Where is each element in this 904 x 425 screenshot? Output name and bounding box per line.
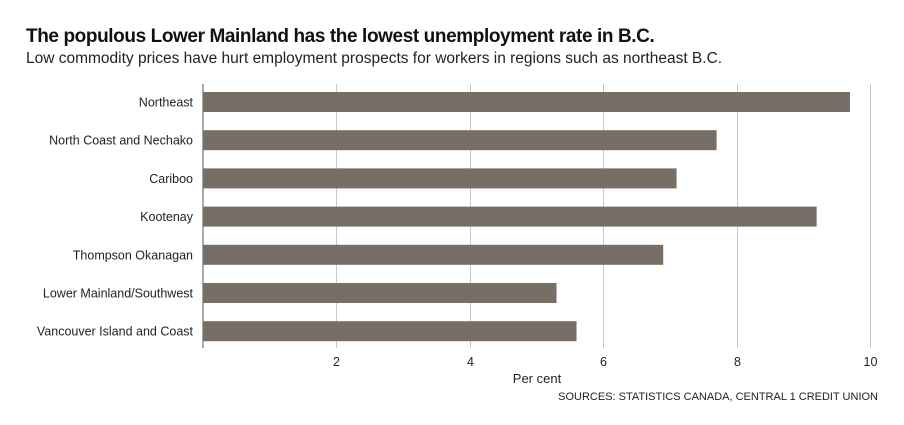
- category-label: Kootenay: [140, 210, 194, 224]
- category-label: North Coast and Nechako: [49, 134, 193, 148]
- category-label: Thompson Okanagan: [73, 248, 193, 262]
- x-tick-label-4: 4: [467, 355, 474, 369]
- bars: [203, 92, 850, 342]
- x-axis-title: Per cent: [513, 371, 562, 386]
- category-label: Vancouver Island and Coast: [37, 325, 194, 339]
- category-label: Cariboo: [149, 172, 193, 186]
- bar-thompson-okanagan: [203, 244, 664, 265]
- bar-northeast: [203, 92, 850, 112]
- category-labels: Northeast North Coast and Nechako Cariboo K…: [37, 96, 194, 339]
- x-tick-label-6: 6: [600, 355, 607, 369]
- bar-lower-mainland-southwest: [203, 283, 557, 303]
- category-label: Lower Mainland/Southwest: [43, 287, 194, 301]
- bar-kootenay: [203, 206, 817, 227]
- chart-subtitle: Low commodity prices have hurt employmen…: [26, 50, 723, 67]
- bar-vancouver-island-and-coast: [203, 321, 577, 342]
- bar-north-coast-and-nechako: [203, 130, 717, 151]
- x-axis-ticks: 2 4 6 8 10: [333, 355, 877, 369]
- source-note: SOURCES: STATISTICS CANADA, CENTRAL 1 CR…: [558, 391, 878, 403]
- x-tick-label-8: 8: [734, 355, 741, 369]
- x-tick-label-2: 2: [333, 355, 340, 369]
- x-tick-label-10: 10: [864, 355, 878, 369]
- category-label: Northeast: [139, 96, 194, 110]
- chart-title: The populous Lower Mainland has the lowe…: [26, 26, 655, 47]
- bar-cariboo: [203, 168, 677, 189]
